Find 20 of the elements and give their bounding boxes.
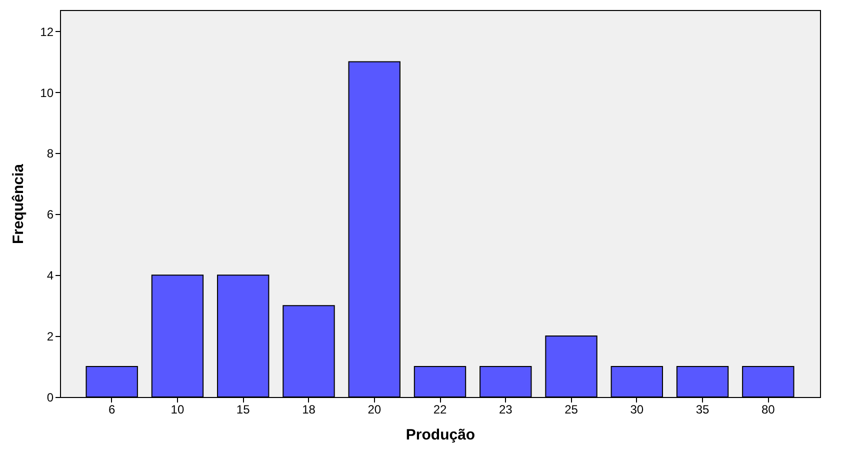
y-tick-label: 4 — [46, 268, 54, 283]
y-tick-label: 0 — [46, 390, 54, 404]
y-tick-label: 10 — [40, 86, 54, 100]
x-tick-label: 15 — [236, 402, 250, 416]
x-axis-title: Produção — [406, 426, 476, 444]
x-tick-label: 23 — [498, 402, 513, 416]
x-tick-label: 35 — [696, 402, 710, 416]
y-axis-title: Frequência — [10, 163, 28, 244]
x-tick-label: 10 — [170, 402, 184, 416]
x-tick-label: 18 — [302, 402, 316, 416]
y-tick-label: 6 — [46, 208, 54, 222]
x-tick-label: 30 — [630, 402, 644, 416]
x-tick-label: 6 — [108, 402, 116, 416]
y-tick-label: 12 — [40, 24, 54, 39]
x-tick-label: 20 — [368, 402, 382, 416]
x-tick-label: 22 — [433, 402, 447, 416]
y-tick-label: 2 — [46, 330, 54, 344]
x-tick-label: 80 — [761, 402, 776, 416]
x-tick-label: 25 — [564, 402, 578, 416]
y-tick-label: 8 — [46, 146, 54, 161]
